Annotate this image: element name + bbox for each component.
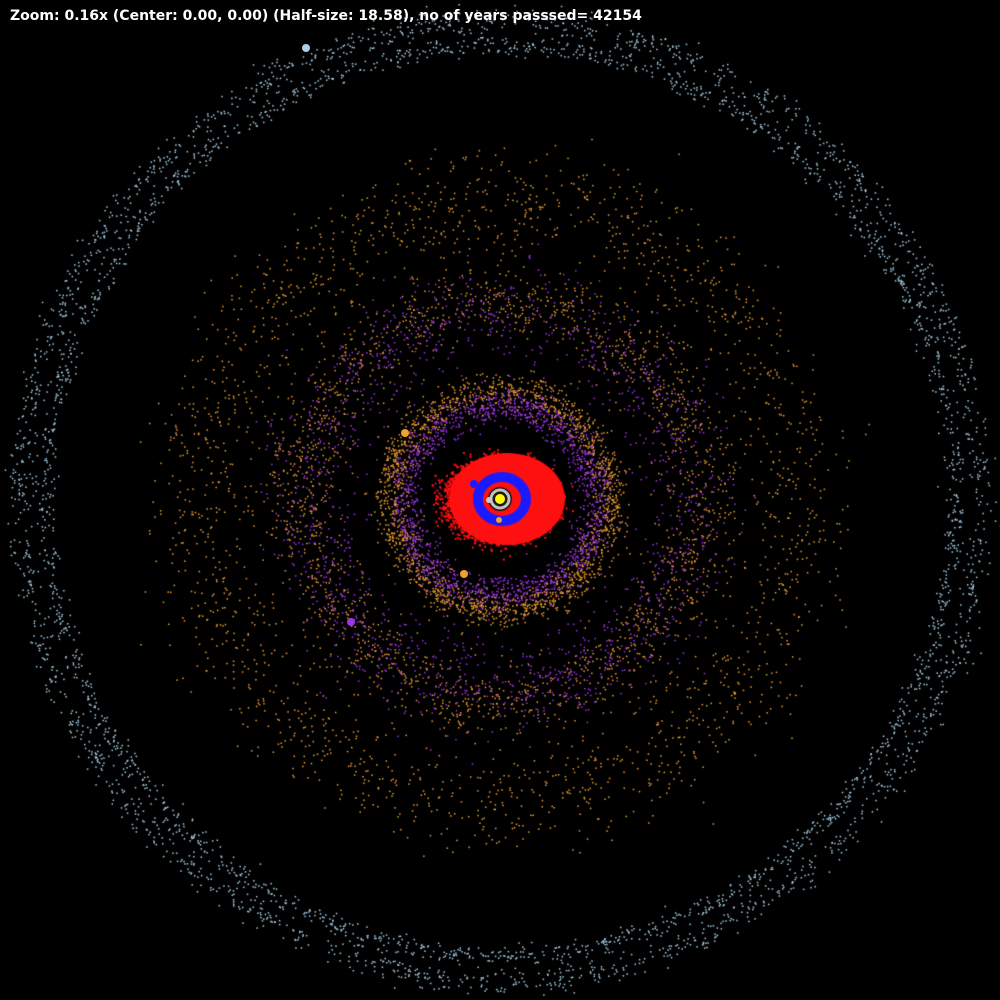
years-label: no of years passsed= (419, 8, 589, 24)
years-value: 42154 (593, 8, 642, 24)
status-readout: Zoom: 0.16x (Center: 0.00, 0.00) (Half-s… (10, 8, 642, 24)
center-readout: (Center: 0.00, 0.00) (112, 8, 269, 24)
zoom-value: 0.16x (64, 8, 109, 24)
half-size-readout: (Half-size: 18.58), (273, 8, 415, 24)
zoom-label: Zoom: (10, 8, 60, 24)
